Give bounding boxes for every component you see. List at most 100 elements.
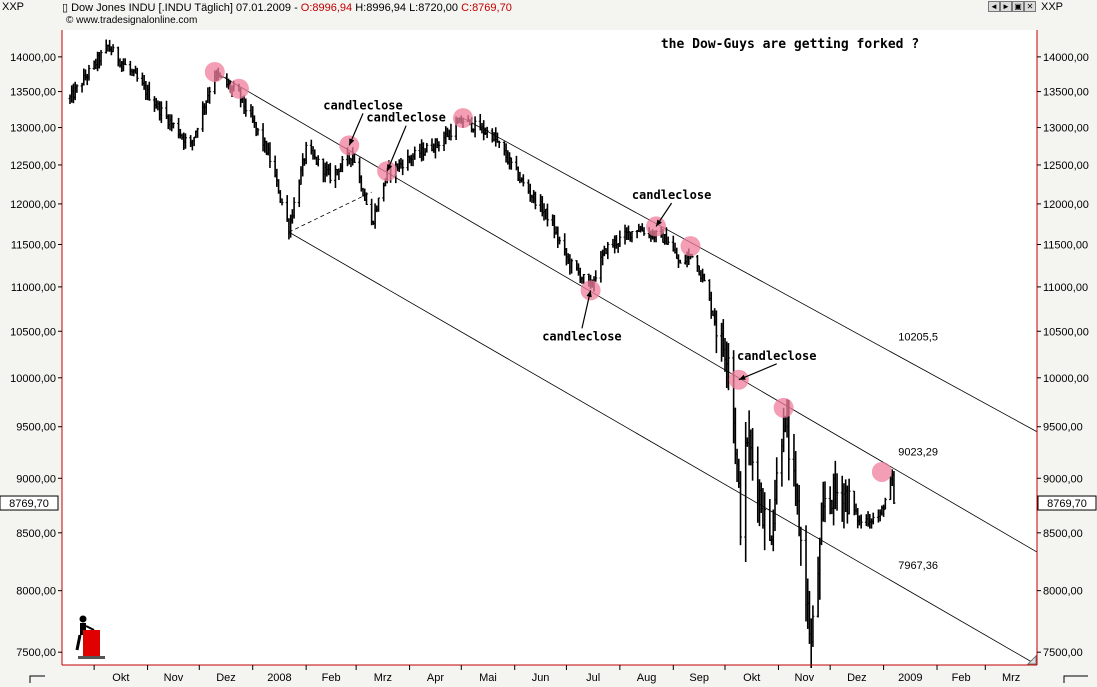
ohlc-bar xyxy=(485,126,489,139)
chart-header: ▯ Dow Jones INDU [.INDU Täglich] 07.01.2… xyxy=(62,2,512,14)
y-tick-label-right: 8500,00 xyxy=(1043,528,1083,540)
scroll-right-button[interactable]: ► xyxy=(1000,1,1012,12)
ohlc-bar xyxy=(171,122,175,129)
ohlc-bar xyxy=(509,157,513,170)
ohlc-bar xyxy=(545,203,549,227)
restore-button[interactable]: ▣ xyxy=(1012,1,1024,12)
annotation-label: candleclose xyxy=(323,98,402,112)
ohlc-bar xyxy=(739,471,743,546)
channel-upper-value: 10205,5 xyxy=(898,332,938,344)
y-tick-label-left: 8000,00 xyxy=(16,586,56,598)
ohlc-bar xyxy=(714,310,718,354)
y-tick-label-left: 9500,00 xyxy=(16,422,56,434)
close-button[interactable]: ✕ xyxy=(1024,1,1036,12)
x-tick-label: Feb xyxy=(952,672,971,684)
y-tick-label-right: 9000,00 xyxy=(1043,473,1083,485)
ohlc-bar xyxy=(892,471,896,504)
y-tick-label-left: 14000,00 xyxy=(10,52,56,64)
ohlc-bar xyxy=(147,81,151,101)
ohlc-bar xyxy=(292,197,296,219)
y-tick-label-left: 7500,00 xyxy=(16,647,56,659)
y-tick-label-right: 7500,00 xyxy=(1043,647,1083,659)
ohlc-bar xyxy=(123,58,127,66)
last-price-box-right xyxy=(1037,495,1097,511)
copyright-text: © www.tradesignalonline.com xyxy=(66,15,198,26)
y-tick-label-left: 8500,00 xyxy=(16,528,56,540)
y-tick-label-left: 12000,00 xyxy=(10,199,56,211)
y-tick-label-right: 11500,00 xyxy=(1043,239,1088,251)
ohlc-bar xyxy=(678,259,682,264)
x-tick-label: 2009 xyxy=(898,672,922,684)
y-tick-label-left: 13500,00 xyxy=(10,87,56,99)
ohlc-bar xyxy=(859,514,863,529)
ohlc-bar xyxy=(883,497,887,510)
annotation-title: the Dow-Guys are getting forked ? xyxy=(661,37,919,52)
x-tick-label: Apr xyxy=(427,672,444,684)
ohlc-bar xyxy=(99,50,103,66)
touch-marker xyxy=(680,236,701,257)
low-label: L:8720,00 xyxy=(409,2,458,14)
ohlc-bar xyxy=(726,343,730,391)
plot-area[interactable] xyxy=(62,30,1037,665)
annotation-arrowhead xyxy=(349,138,355,146)
annotation-arrowhead xyxy=(586,290,592,298)
y-tick-label-right: 14000,00 xyxy=(1043,52,1089,64)
ohlc-bar xyxy=(268,142,272,168)
ohlc-bar xyxy=(328,162,332,184)
channel-lower-line xyxy=(288,231,1038,666)
annotation-arrow xyxy=(738,363,777,381)
x-tick-label: Feb xyxy=(322,672,341,684)
ohlc-bar xyxy=(75,84,79,93)
y-tick-label-left: 11500,00 xyxy=(11,239,56,251)
ohlc-bar xyxy=(183,133,187,149)
pivot-dashed-line xyxy=(288,191,372,233)
x-tick-label: Nov xyxy=(164,672,184,684)
ohlc-bar xyxy=(87,64,91,81)
trader-logo xyxy=(75,615,105,659)
corner-arrow-right xyxy=(1063,675,1088,683)
y-tick-label-right: 12000,00 xyxy=(1043,199,1089,211)
axes: 7500,00 7500,00 8000,00 8000,00 8500,00 8500,… xyxy=(0,30,1097,684)
y-tick-label-left: 10500,00 xyxy=(10,326,56,338)
y-tick-label-right: 8000,00 xyxy=(1043,586,1083,598)
x-tick-label: Okt xyxy=(743,672,760,684)
touch-marker xyxy=(773,397,794,418)
annotation-arrowhead xyxy=(656,219,662,227)
ohlc-bar xyxy=(521,174,525,187)
annotations: candleclosecandleclosecandleclosecandlec… xyxy=(323,98,816,381)
ohlc-bar xyxy=(847,478,851,515)
y-tick-label-left: 10000,00 xyxy=(10,373,56,385)
y-tick-label-right: 13500,00 xyxy=(1043,87,1089,99)
ohlc-bar xyxy=(135,67,139,82)
y-tick-label-left: 9000,00 xyxy=(16,473,56,485)
symbol-label-left[interactable]: XXP xyxy=(2,1,25,13)
annotation-label: candleclose xyxy=(366,111,445,125)
ohlc-bar xyxy=(340,155,344,173)
ohlc-bar xyxy=(871,512,875,525)
y-tick-label-right: 11000,00 xyxy=(1043,282,1088,294)
open-label: O:8996,94 xyxy=(300,2,353,14)
ohlc-bar xyxy=(533,191,537,210)
x-tick-label: Aug xyxy=(637,672,657,684)
x-tick-label: Dez xyxy=(847,672,867,684)
price-bars xyxy=(68,39,896,669)
ohlc-bar xyxy=(377,197,381,212)
x-tick-label: Dez xyxy=(216,672,236,684)
channel-lower-value: 7967,36 xyxy=(898,560,938,572)
scroll-left-button[interactable]: ◄ xyxy=(988,1,1000,12)
ohlc-bar xyxy=(823,481,827,523)
close-label: C:8769,70 xyxy=(461,2,512,14)
resize-grip-icon xyxy=(1026,654,1037,665)
annotation-label: candleclose xyxy=(737,349,816,363)
y-tick-label-left: 11000,00 xyxy=(11,282,56,294)
symbol-label-right[interactable]: XXP xyxy=(1041,1,1064,13)
ohlc-bar xyxy=(606,241,610,260)
touch-marker xyxy=(204,61,225,82)
ohlc-bar xyxy=(304,141,308,165)
ohlc-bar xyxy=(751,428,755,481)
x-tick-label: Okt xyxy=(112,672,129,684)
ohlc-bar xyxy=(473,116,477,138)
y-tick-label-right: 12500,00 xyxy=(1043,160,1089,172)
last-price-box-left xyxy=(0,495,59,511)
